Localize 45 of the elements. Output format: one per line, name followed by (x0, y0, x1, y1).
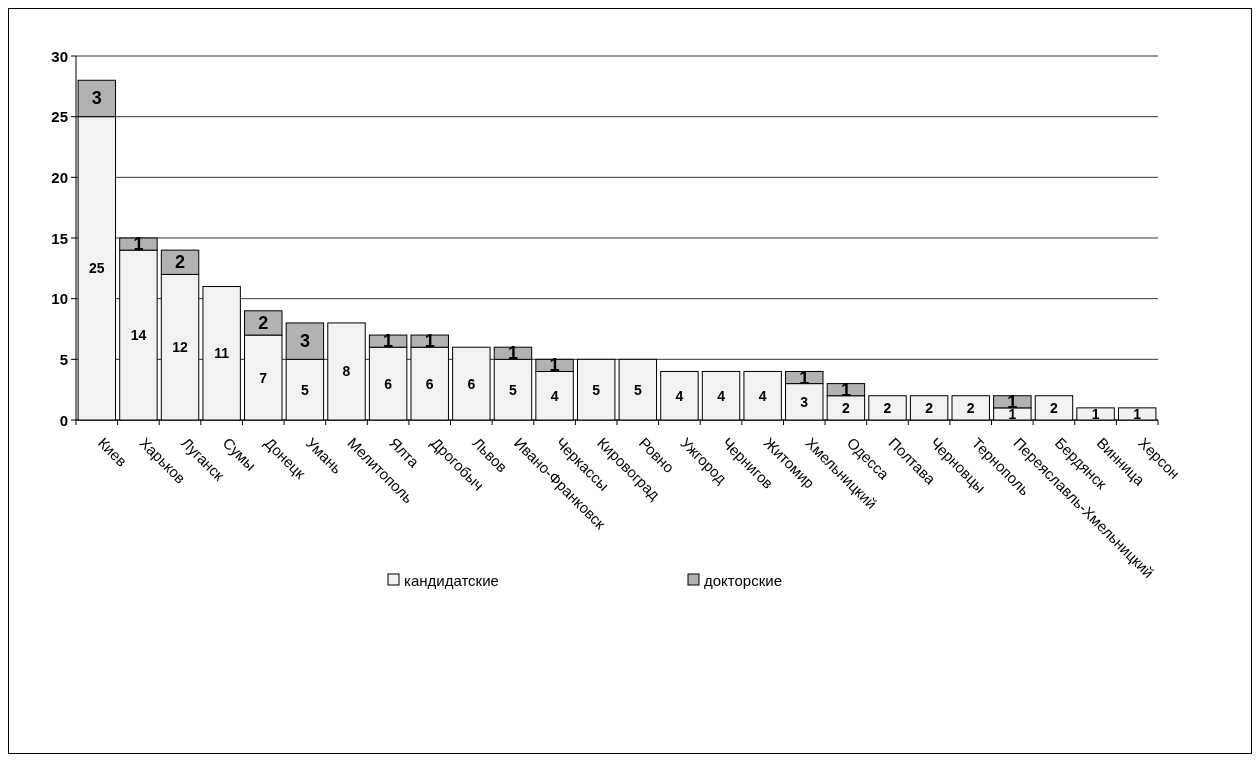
data-label: 6 (425, 375, 434, 392)
data-label: 5 (633, 381, 642, 398)
y-tick-label: 10 (51, 290, 68, 308)
data-label: 6 (467, 375, 476, 392)
data-label: 12 (172, 339, 189, 356)
data-label: 4 (717, 387, 726, 404)
legend-label: кандидатские (404, 571, 499, 589)
data-label: 1 (1133, 405, 1142, 422)
data-label: 1 (424, 331, 435, 352)
data-label: 8 (342, 363, 351, 380)
data-label: 1 (840, 379, 851, 400)
data-label: 1 (507, 343, 518, 364)
data-label: 11 (214, 345, 230, 362)
data-label: 1 (133, 234, 144, 255)
data-label: 14 (130, 327, 147, 344)
y-tick-label: 30 (51, 47, 68, 65)
data-label: 2 (925, 399, 934, 416)
y-tick-label: 15 (51, 229, 68, 247)
data-label: 3 (299, 331, 310, 352)
data-label: 4 (758, 387, 767, 404)
data-label: 2 (1050, 399, 1059, 416)
data-label: 1 (549, 355, 560, 376)
data-label: 4 (550, 387, 559, 404)
data-label: 1 (799, 367, 810, 388)
data-label: 4 (675, 387, 684, 404)
data-label: 7 (259, 369, 268, 386)
data-label: 3 (800, 393, 809, 410)
data-label: 2 (175, 252, 186, 273)
data-label: 3 (91, 88, 102, 109)
y-tick-label: 0 (59, 411, 68, 429)
data-label: 5 (592, 381, 601, 398)
y-tick-label: 25 (51, 108, 68, 126)
y-tick-label: 5 (59, 350, 68, 368)
legend-label: докторские (704, 571, 782, 589)
data-label: 6 (384, 375, 393, 392)
data-label: 2 (966, 399, 975, 416)
data-label: 25 (89, 260, 105, 277)
data-label: 1 (1091, 405, 1100, 422)
data-label: 2 (258, 312, 269, 333)
data-label: 2 (883, 399, 892, 416)
data-label: 1 (383, 331, 394, 352)
y-tick-label: 20 (51, 168, 68, 186)
data-label: 5 (300, 381, 309, 398)
data-label: 2 (841, 399, 850, 416)
data-label: 5 (509, 381, 518, 398)
